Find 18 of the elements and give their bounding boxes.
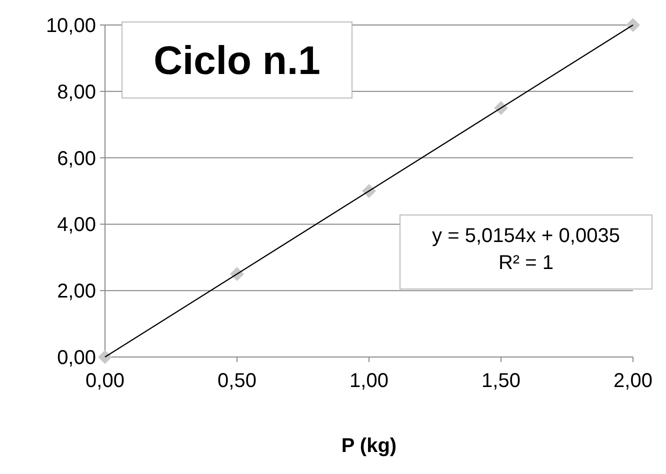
annotation: y = 5,0154x + 0,0035 R² = 1 <box>432 225 620 274</box>
y-tick-label: 8,00 <box>57 81 96 104</box>
x-tick-label: 0,00 <box>86 370 124 392</box>
y-tick-label: 2,00 <box>57 280 96 303</box>
title-box: Ciclo n.1 <box>122 22 352 98</box>
x-tick-label: 2,00 <box>614 370 652 392</box>
point <box>626 18 640 32</box>
x-tick-label: 0,50 <box>218 370 256 392</box>
y-tick-label: 4,00 <box>57 214 96 236</box>
x-tick-label: 1,00 <box>350 370 388 392</box>
y-tick-label: 6,00 <box>57 148 96 170</box>
y-tick-label: 0,00 <box>57 347 96 369</box>
equation-box: y = 5,0154x + 0,0035 R² = 1 <box>400 214 652 290</box>
y-tick-label: 10,00 <box>46 15 96 37</box>
chart-title: Ciclo n.1 <box>154 39 320 83</box>
point <box>98 350 112 364</box>
x-axis-title: P (kg) <box>341 435 397 457</box>
x-tick-label: 1,50 <box>482 370 520 392</box>
